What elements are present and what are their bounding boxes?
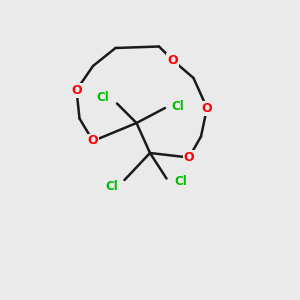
- Text: Cl: Cl: [174, 175, 187, 188]
- Text: O: O: [202, 101, 212, 115]
- Text: Cl: Cl: [171, 100, 184, 113]
- Text: O: O: [184, 151, 194, 164]
- Text: Cl: Cl: [106, 179, 118, 193]
- Text: O: O: [167, 53, 178, 67]
- Text: O: O: [88, 134, 98, 148]
- Text: Cl: Cl: [97, 91, 110, 104]
- Text: O: O: [71, 83, 82, 97]
